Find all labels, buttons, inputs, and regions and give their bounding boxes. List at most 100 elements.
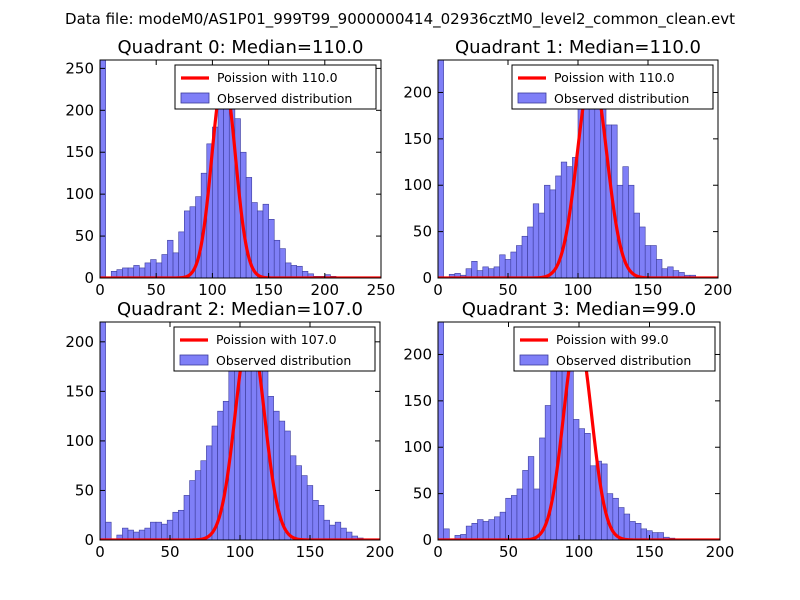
poisson-curve (100, 75, 381, 278)
histogram-bar (510, 251, 517, 278)
histogram-bar (493, 266, 500, 278)
histogram-bar (161, 254, 168, 278)
histogram-bar (438, 60, 444, 278)
legend-label-poisson: Poission with 110.0 (217, 70, 338, 85)
histogram-bar (273, 239, 281, 278)
legend-label-observed: Observed distribution (554, 91, 689, 106)
y-tick-label: 150 (403, 130, 432, 148)
histogram-bar (178, 231, 185, 278)
histogram-bar (635, 523, 642, 540)
x-tick-label: 150 (296, 543, 325, 561)
figure-title: Data file: modeM0/AS1P01_999T99_90000004… (65, 10, 735, 29)
histogram-bar (511, 495, 518, 540)
y-tick-label: 50 (75, 481, 94, 499)
x-tick-label: 0 (95, 543, 105, 561)
histogram-bar (150, 259, 157, 278)
x-tick-label: 200 (704, 281, 733, 299)
y-tick-label: 0 (422, 531, 432, 549)
histogram-bar (499, 254, 506, 278)
histogram-bar (667, 266, 674, 278)
histogram-bar (471, 261, 478, 278)
plot-area (438, 60, 718, 278)
y-tick-label: 100 (65, 432, 94, 450)
histogram-bar (482, 266, 489, 278)
panel-quadrant-0: 0 50 100 150 200 250 0 50 100 150 200 250 Quadrant 0… (65, 37, 395, 299)
y-tick-label: 150 (65, 143, 94, 161)
legend: Poission with 99.0 Observed distribution (513, 326, 716, 372)
histogram-bar (533, 488, 540, 540)
histogram-bar (262, 203, 269, 278)
histogram-bar (285, 262, 292, 278)
legend-label-observed: Observed distribution (556, 353, 691, 368)
y-tick-label: 200 (403, 83, 432, 101)
histogram-bar (167, 239, 174, 278)
histogram-bar (290, 265, 297, 278)
x-tick-label: 50 (499, 543, 518, 561)
histogram-bar (527, 456, 535, 540)
legend: Poission with 110.0 Observed distribution (174, 64, 377, 110)
histogram-bar (482, 521, 490, 540)
histogram-bar (257, 210, 264, 278)
legend-bar-swatch (179, 354, 209, 366)
histogram-bar (155, 521, 162, 540)
legend-bar-swatch (519, 354, 549, 366)
legend: Poission with 107.0 Observed distribution (173, 326, 376, 372)
x-tick-label: 100 (565, 543, 594, 561)
histogram-bar (505, 497, 512, 540)
histogram-bar (594, 87, 601, 278)
histogram-bar (522, 470, 529, 540)
histogram-bar (301, 475, 308, 540)
plot-area (438, 322, 720, 540)
histogram-bar (521, 235, 528, 278)
histogram-bar (532, 203, 540, 278)
histogram-bar (150, 521, 157, 540)
histogram-bar (438, 322, 444, 540)
x-tick-label: 250 (367, 281, 396, 299)
histogram-bar (639, 226, 646, 278)
x-tick-label: 100 (564, 281, 593, 299)
legend-label-poisson: Poission with 99.0 (556, 332, 669, 347)
y-tick-label: 200 (65, 333, 94, 351)
x-tick-label: 100 (198, 281, 227, 299)
poisson-curve (100, 328, 380, 540)
histogram-bar (443, 528, 450, 540)
histogram-bar (329, 524, 336, 540)
x-tick-label: 50 (160, 543, 179, 561)
panel-title: Quadrant 3: Median=99.0 (462, 299, 697, 320)
histogram-bar (650, 245, 657, 278)
poisson-curve (438, 70, 718, 278)
x-tick-label: 0 (433, 281, 443, 299)
histogram-bar (144, 262, 151, 278)
y-tick-label: 50 (413, 223, 432, 241)
histogram-bar (618, 507, 625, 540)
y-tick-label: 100 (403, 176, 432, 194)
legend-label-observed: Observed distribution (216, 353, 351, 368)
histogram-bar (183, 495, 190, 540)
histogram-bar (623, 513, 631, 540)
histogram-bar (290, 455, 297, 540)
histogram-bar (105, 521, 112, 540)
x-tick-label: 50 (147, 281, 166, 299)
histogram-bar (189, 480, 196, 540)
histogram-bar (578, 428, 585, 540)
legend-label-poisson: Poission with 107.0 (216, 332, 337, 347)
y-tick-label: 0 (84, 531, 94, 549)
histogram-bar (589, 465, 597, 540)
y-tick-label: 100 (403, 438, 432, 456)
x-tick-label: 150 (634, 281, 663, 299)
x-tick-label: 50 (498, 281, 517, 299)
plot-area (100, 60, 381, 278)
histogram-bar (122, 527, 129, 540)
histogram-bar (172, 511, 179, 540)
y-tick-label: 0 (84, 269, 94, 287)
x-tick-label: 100 (226, 543, 255, 561)
y-tick-label: 50 (75, 227, 94, 245)
y-tick-label: 100 (65, 185, 94, 203)
histogram-bar (323, 519, 330, 540)
panel-title: Quadrant 0: Median=110.0 (118, 37, 364, 58)
legend-label-observed: Observed distribution (217, 91, 352, 106)
histogram-bar (499, 511, 506, 540)
histogram-bar (206, 445, 213, 540)
histogram-bar (284, 430, 291, 540)
x-tick-label: 0 (433, 543, 443, 561)
